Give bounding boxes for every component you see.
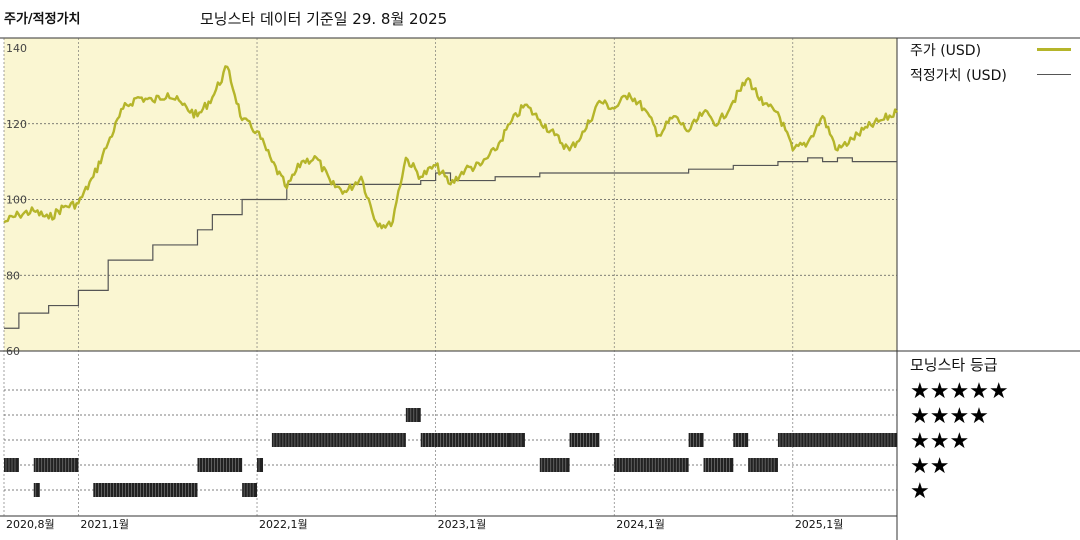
rating-bar-block [748,458,778,472]
rating-bar-block [271,433,406,447]
legend-price-label: 주가 (USD) [910,43,982,59]
rating-bar [93,483,198,497]
y-tick-label: 80 [6,269,20,282]
price-line [3,65,898,230]
legend-fair-value-label: 적정가치 (USD) [910,68,1007,84]
rating-bar [510,433,525,447]
rating-bar [614,458,689,472]
rating-bar [33,483,40,497]
rating-bar [271,433,406,447]
rating-bar [733,433,749,447]
rating-bar [420,433,511,447]
rating-bar [777,433,897,447]
x-tick-label: 2025,1월 [795,518,844,531]
rating-bar-block [257,458,264,472]
rating-bar [703,458,734,472]
rating-bar [242,483,258,497]
rating-lane-label-5-stars: ★★★★★ [910,379,1009,404]
rating-bar [4,458,19,472]
rating-bar [569,433,600,447]
y-tick-label: 100 [6,194,27,207]
rating-bar-block [93,483,198,497]
chart-subtitle: 모닝스타 데이터 기준일 29. 8월 2025 [200,10,448,28]
rating-bar [197,458,243,472]
y-tick-label: 140 [6,42,27,55]
y-tick-label: 60 [6,345,20,358]
fair-value-line [4,157,897,329]
x-tick-label: 2020,8월 [6,518,55,531]
rating-lane-label-2-stars: ★★ [910,454,949,479]
x-tick-label: 2021,1월 [80,518,129,531]
x-tick-label: 2023,1월 [438,518,487,531]
rating-bar [33,458,79,472]
rating-bar [748,458,778,472]
y-tick-label: 120 [6,118,27,131]
legend-price-swatch [1037,48,1071,51]
rating-lane-label-1-stars: ★ [910,479,930,504]
rating-bar [405,408,421,422]
rating-bar-block [569,433,600,447]
legend-fair-value-swatch [1037,74,1071,75]
rating-lane-label-3-stars: ★★★ [910,429,969,454]
rating-bar-block [33,483,40,497]
rating-lane-label-4-stars: ★★★★ [910,404,989,429]
rating-bar-block [539,458,570,472]
rating-bar [539,458,570,472]
rating-bar-block [703,458,734,472]
legend-rating-label: 모닝스타 등급 [910,356,998,374]
rating-bar [688,433,704,447]
x-tick-label: 2022,1월 [259,518,308,531]
rating-bar-block [420,433,511,447]
chart-title: 주가/적정가치 [4,12,81,27]
rating-bar [257,458,264,472]
x-tick-label: 2024,1월 [616,518,665,531]
price-panel-background [4,38,897,351]
